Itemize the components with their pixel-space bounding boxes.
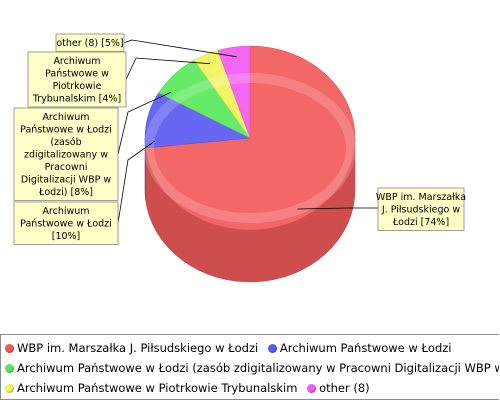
label-text-ap-lodz-3: [10%] (52, 231, 81, 242)
legend-row-3: Archiwum Państwowe w Piotrkowie Trybunal… (5, 381, 376, 397)
legend-item-ap-lodz-digitized: Archiwum Państwowe w Łodzi (zasób zdigit… (5, 361, 499, 375)
legend-item-ap-lodz: Archiwum Państwowe w Łodzi (267, 341, 452, 355)
legend-label-ap-lodz: Archiwum Państwowe w Łodzi (279, 341, 452, 355)
legend-dot-ap-piotrkow (5, 383, 14, 393)
legend-dot-ap-lodz (267, 343, 277, 353)
pie-highlight (144, 73, 356, 223)
label-text-ap-piotrkow-3: Piotrkowie (53, 81, 102, 92)
label-leader-ap-piotrkow (125, 57, 210, 80)
legend-label-ap-lodz-digitized: Archiwum Państwowe w Łodzi (zasób zdigit… (17, 361, 499, 375)
label-text-other-1: other (8) [5%] (56, 38, 123, 49)
label-text-wbp-3: Łodzi [74%] (392, 217, 449, 228)
legend-item-ap-piotrkow: Archiwum Państwowe w Piotrkowie Trybunal… (5, 381, 297, 395)
legend-item-wbp: WBP im. Marszałka J. Piłsudskiego w Łodz… (5, 341, 258, 355)
legend-row-2: Archiwum Państwowe w Łodzi (zasób zdigit… (5, 361, 499, 377)
label-text-ap-piotrkow-1: Archiwum (53, 56, 100, 67)
label-text-ap-piotrkow-4: Trybunalskim [4%] (32, 94, 121, 105)
legend-label-ap-piotrkow: Archiwum Państwowe w Piotrkowie Trybunal… (17, 381, 298, 395)
label-text-ap-lodz-1: Archiwum (42, 206, 89, 217)
legend-label-other: other (8) (319, 381, 370, 395)
label-box-wbp (377, 187, 465, 231)
label-text-ap-lodz-digitized-6: Digitalizacji WBP w (21, 175, 111, 186)
label-text-ap-lodz-digitized-5: Pracowni (45, 162, 88, 173)
label-box-ap-piotrkow (27, 51, 127, 108)
label-text-wbp-1: WBP im. Marszałka (376, 192, 466, 203)
legend-row-1: WBP im. Marszałka J. Piłsudskiego w Łodz… (5, 341, 457, 357)
label-text-ap-lodz-digitized-3: (zasób (50, 137, 81, 148)
label-leader-ap-lodz-digitized (117, 91, 172, 155)
label-box-other (55, 33, 125, 52)
legend-dot-other (307, 383, 317, 393)
label-box-ap-lodz-digitized (13, 107, 119, 201)
label-leader-wbp (297, 207, 378, 210)
chart-legend: WBP im. Marszałka J. Piłsudskiego w Łodz… (0, 334, 499, 400)
label-text-ap-lodz-2: Państwowe w Łodzi (20, 219, 112, 230)
label-leader-other (123, 39, 237, 58)
legend-item-other: other (8) (307, 381, 370, 395)
label-text-ap-lodz-digitized-4: zdigitalizowany w (24, 150, 108, 161)
label-text-ap-lodz-digitized-2: Państwowe w Łodzi (20, 125, 112, 136)
legend-dot-ap-lodz-digitized (5, 363, 14, 373)
pie-top-faces (144, 45, 356, 231)
label-text-ap-lodz-digitized-1: Archiwum (42, 112, 89, 123)
pie-chart: WBP im. Marszałka J. Piłsudskiego wŁodzi … (13, 33, 466, 283)
slice-labels: WBP im. Marszałka J. Piłsudskiego wŁodzi … (13, 33, 466, 245)
legend-label-wbp: WBP im. Marszałka J. Piłsudskiego w Łodz… (17, 341, 259, 355)
label-text-ap-lodz-digitized-7: Łodzi) [8%] (38, 187, 93, 198)
slice-other (217, 45, 251, 139)
legend-dot-wbp (5, 343, 14, 353)
label-box-ap-lodz (13, 201, 119, 245)
label-text-wbp-2: J. Piłsudskiego w (381, 205, 460, 216)
label-leader-ap-lodz (117, 140, 156, 224)
label-text-ap-piotrkow-2: Państwowe w (45, 69, 109, 80)
